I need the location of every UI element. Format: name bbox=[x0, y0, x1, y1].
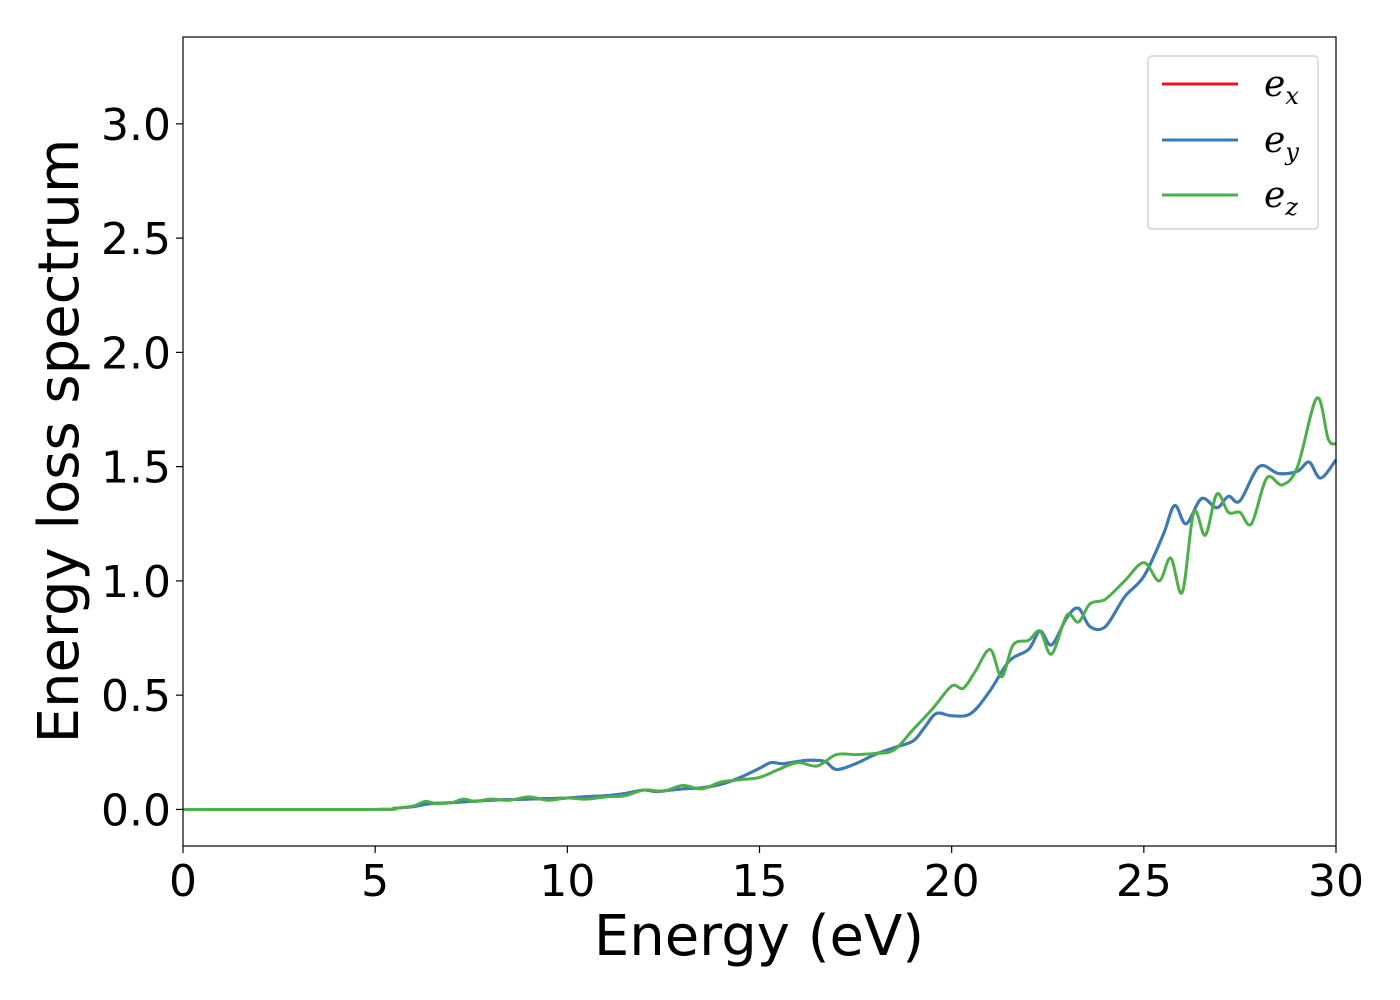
x-tick-label: 20 bbox=[924, 856, 980, 907]
y-axis: 0.0 0.5 1.0 1.5 2.0 2.5 3.0 bbox=[101, 100, 183, 836]
series-layer bbox=[182, 396, 1338, 812]
x-axis: 0 5 10 15 20 25 30 bbox=[169, 846, 1364, 907]
y-tick-label: 0.0 bbox=[101, 785, 171, 836]
x-tick-label: 15 bbox=[732, 856, 788, 907]
y-tick-label: 1.5 bbox=[101, 443, 171, 494]
x-tick-label: 10 bbox=[539, 856, 595, 907]
x-axis-title: Energy (eV) bbox=[594, 904, 924, 969]
y-tick-label: 1.0 bbox=[101, 557, 171, 608]
y-tick-label: 3.0 bbox=[101, 100, 171, 151]
series-line-e-z bbox=[182, 396, 1337, 812]
legend-box bbox=[1147, 55, 1319, 230]
x-tick-label: 30 bbox=[1308, 856, 1364, 907]
legend-label-e-y: ey bbox=[1264, 120, 1299, 166]
x-tick-label: 0 bbox=[169, 856, 197, 907]
legend-label-e-z: ez bbox=[1264, 175, 1298, 221]
y-axis-title: Energy loss spectrum bbox=[27, 139, 92, 744]
x-tick-label: 25 bbox=[1116, 856, 1172, 907]
x-tick-label: 5 bbox=[361, 856, 389, 907]
legend: ex ey ez bbox=[1147, 55, 1319, 230]
y-tick-label: 2.0 bbox=[101, 328, 171, 379]
y-tick-label: 0.5 bbox=[101, 671, 171, 722]
legend-label-e-x: ex bbox=[1264, 64, 1299, 110]
y-tick-label: 2.5 bbox=[101, 214, 171, 265]
